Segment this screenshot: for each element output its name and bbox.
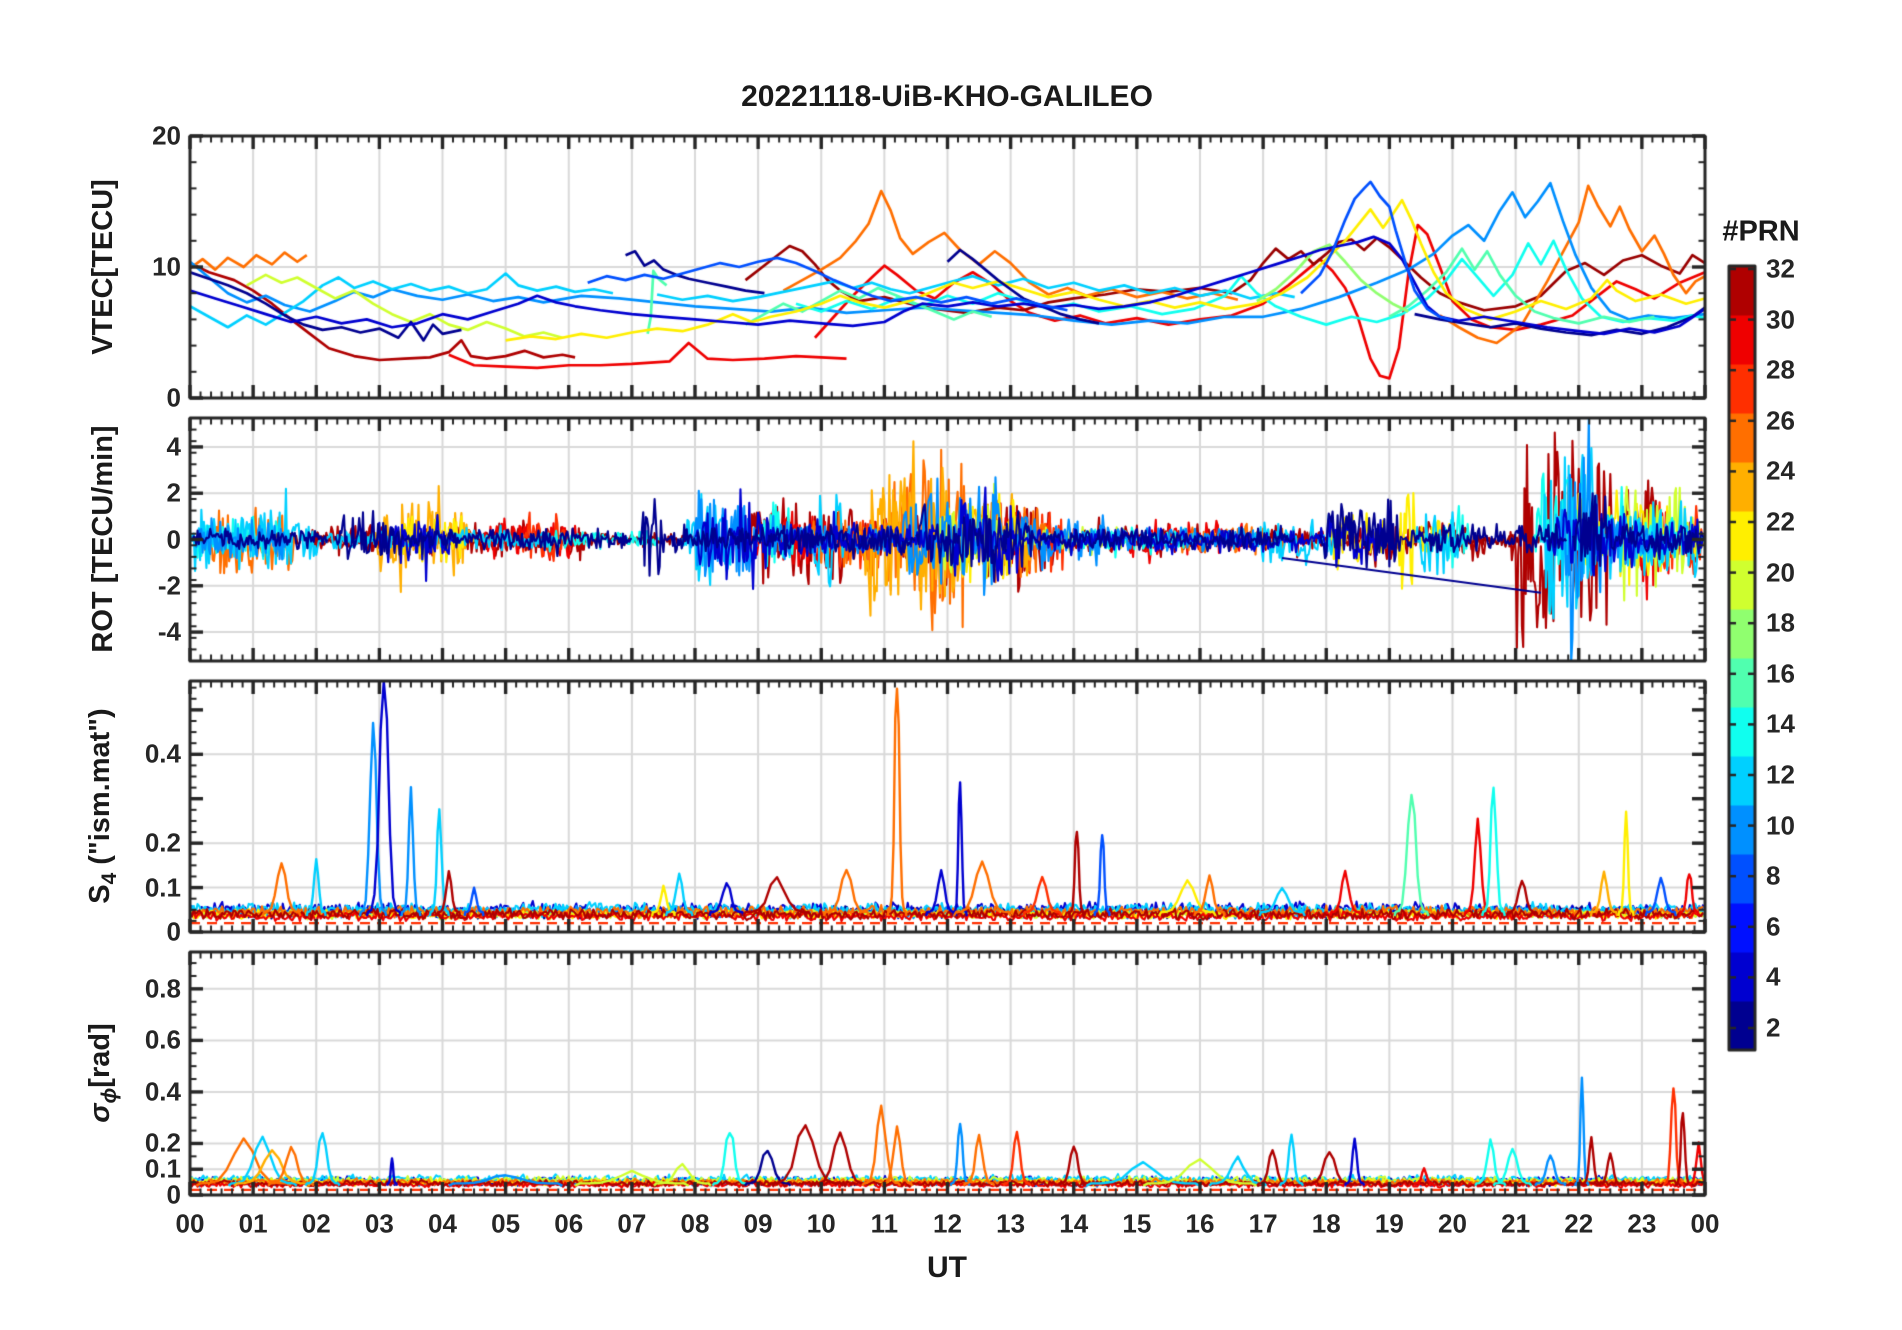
x-tick-label-21: 21 (1501, 1208, 1531, 1239)
colorbar-tick-label-20: 20 (1766, 557, 1795, 588)
colorbar-tick-label-4: 4 (1766, 961, 1781, 992)
y-axis-label-vtec: VTEC[TECU] (87, 179, 120, 355)
x-tick-label-16: 16 (1185, 1208, 1215, 1239)
colorbar-tick-label-28: 28 (1766, 354, 1795, 385)
y-tick-label-vtec-20: 20 (152, 120, 181, 151)
x-tick-label-24: 00 (1690, 1208, 1720, 1239)
y-tick-label-sigma_phi-0.2: 0.2 (144, 1127, 181, 1158)
x-tick-label-17: 17 (1248, 1208, 1278, 1239)
colorbar-tick-label-14: 14 (1766, 708, 1795, 739)
colorbar-tick-label-2: 2 (1766, 1012, 1781, 1043)
y-axis-label-sigma-phi: σϕ[rad] (84, 1023, 121, 1123)
colorbar-tick-label-26: 26 (1766, 405, 1795, 436)
x-tick-label-14: 14 (1059, 1208, 1089, 1239)
x-tick-label-2: 02 (301, 1208, 331, 1239)
x-tick-label-22: 22 (1564, 1208, 1594, 1239)
y-tick-label-sigma_phi-0.4: 0.4 (144, 1076, 181, 1107)
y-tick-label-sigma_phi-0.6: 0.6 (144, 1024, 181, 1055)
y-tick-label-s4-0.4: 0.4 (144, 738, 181, 769)
x-tick-label-7: 07 (617, 1208, 647, 1239)
x-tick-label-18: 18 (1311, 1208, 1341, 1239)
x-tick-label-0: 00 (175, 1208, 205, 1239)
y-axis-label-s4: S4 ("ism.mat") (84, 708, 121, 904)
y-tick-label-vtec-0: 0 (166, 382, 181, 413)
x-tick-label-23: 23 (1627, 1208, 1657, 1239)
colorbar-tick-label-6: 6 (1766, 911, 1781, 942)
x-tick-label-11: 11 (870, 1208, 899, 1239)
y-tick-label-rot--2: -2 (157, 570, 181, 601)
y-tick-label-rot--4: -4 (157, 616, 181, 647)
x-tick-label-13: 13 (996, 1208, 1026, 1239)
page-title: 20221118-UiB-KHO-GALILEO (741, 80, 1153, 113)
colorbar-tick-label-22: 22 (1766, 506, 1795, 537)
x-tick-label-12: 12 (933, 1208, 962, 1239)
colorbar-tick-label-30: 30 (1766, 304, 1795, 335)
x-axis-label: UT (927, 1251, 967, 1284)
y-tick-label-rot-0: 0 (166, 524, 181, 554)
y-tick-label-s4-0.1: 0.1 (144, 872, 181, 903)
colorbar-tick-label-10: 10 (1766, 810, 1795, 841)
y-tick-label-s4-0.2: 0.2 (144, 827, 181, 858)
x-tick-label-4: 04 (428, 1208, 457, 1239)
x-tick-label-15: 15 (1122, 1208, 1152, 1239)
colorbar-tick-label-32: 32 (1766, 253, 1795, 284)
x-tick-label-19: 19 (1374, 1208, 1404, 1239)
x-tick-label-8: 08 (680, 1208, 710, 1239)
x-tick-label-3: 03 (364, 1208, 394, 1239)
colorbar-title: #PRN (1722, 215, 1800, 248)
colorbar-tick-label-12: 12 (1766, 759, 1795, 790)
x-tick-label-10: 10 (806, 1208, 836, 1239)
colorbar-tick-label-8: 8 (1766, 860, 1781, 891)
y-axis-label-rot: ROT [TECU/min] (87, 425, 120, 653)
x-tick-label-20: 20 (1438, 1208, 1467, 1239)
y-tick-label-sigma_phi-0: 0 (166, 1179, 181, 1210)
y-tick-label-s4-0: 0 (166, 916, 181, 947)
x-tick-label-1: 01 (238, 1208, 268, 1239)
y-tick-label-rot-2: 2 (166, 477, 181, 508)
y-tick-label-vtec-10: 10 (152, 251, 181, 282)
x-tick-label-6: 06 (554, 1208, 584, 1239)
x-tick-label-9: 09 (743, 1208, 773, 1239)
y-tick-label-sigma_phi-0.1: 0.1 (144, 1153, 181, 1184)
x-tick-label-5: 05 (491, 1208, 521, 1239)
colorbar-tick-label-16: 16 (1766, 658, 1795, 689)
y-tick-label-sigma_phi-0.8: 0.8 (144, 973, 181, 1004)
colorbar-tick-label-18: 18 (1766, 607, 1795, 638)
colorbar-tick-label-24: 24 (1766, 455, 1795, 486)
y-tick-label-rot-4: 4 (166, 431, 181, 462)
